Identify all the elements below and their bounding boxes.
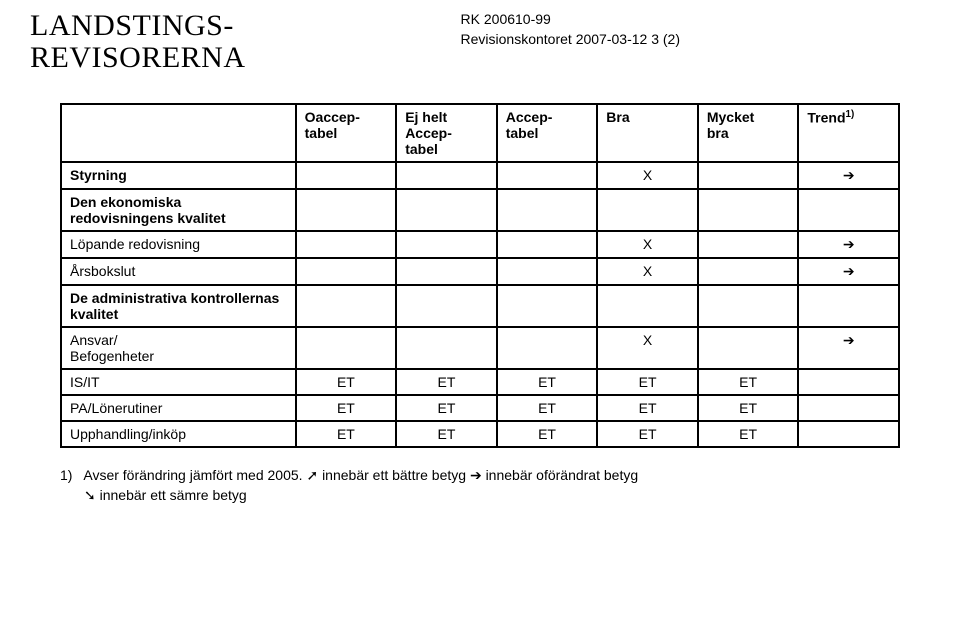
assessment-table: Oaccep- tabelEj helt Accep- tabelAccep- … <box>60 103 900 448</box>
row-label: PA/Lönerutiner <box>61 395 296 421</box>
cell <box>396 258 497 285</box>
cell <box>296 162 397 189</box>
col-header-1: Oaccep- tabel <box>296 104 397 162</box>
row-label: Löpande redovisning <box>61 231 296 258</box>
cell <box>396 327 497 369</box>
table-row: Löpande redovisning X ➔ <box>61 231 899 258</box>
cell <box>698 258 799 285</box>
cell <box>497 327 598 369</box>
cell <box>497 231 598 258</box>
cell <box>497 258 598 285</box>
col-header-4: Bra <box>597 104 698 162</box>
doc-ref: RK 200610-99 <box>461 10 680 30</box>
cell: ET <box>296 369 397 395</box>
col-header-2: Ej helt Accep- tabel <box>396 104 497 162</box>
row-label: Den ekonomiska redovisningens kvalitet <box>61 189 296 231</box>
cell <box>296 258 397 285</box>
col-header-0 <box>61 104 296 162</box>
cell <box>497 189 598 231</box>
cell <box>597 189 698 231</box>
arrow-down-icon: ➘ <box>84 487 96 503</box>
cell: ET <box>396 369 497 395</box>
cell: X <box>597 231 698 258</box>
cell <box>698 189 799 231</box>
cell <box>396 189 497 231</box>
cell <box>497 162 598 189</box>
cell <box>296 327 397 369</box>
header-row: Oaccep- tabelEj helt Accep- tabelAccep- … <box>61 104 899 162</box>
footnote-text-d: innebär ett sämre betyg <box>100 487 247 503</box>
footnote-text-b: innebär ett bättre betyg <box>322 467 470 483</box>
cell <box>798 395 899 421</box>
cell: ET <box>497 369 598 395</box>
cell <box>698 162 799 189</box>
footnote-text-a: Avser förändring jämfört med 2005. <box>83 467 306 483</box>
col-header-6: Trend1) <box>798 104 899 162</box>
cell <box>396 285 497 327</box>
table-body: Styrning X ➔ Den ekonomiska redovisningens … <box>61 162 899 447</box>
cell <box>798 421 899 447</box>
header: LANDSTINGS- REVISORERNA RK 200610-99 Rev… <box>0 0 960 73</box>
table-row: Den ekonomiska redovisningens kvalitet <box>61 189 899 231</box>
cell <box>296 189 397 231</box>
table-row: Upphandling/inköpETETETETET <box>61 421 899 447</box>
arrow-up-icon: ➚ <box>306 467 318 483</box>
row-label: IS/IT <box>61 369 296 395</box>
cell: ET <box>497 395 598 421</box>
cell: ➔ <box>798 258 899 285</box>
table-row: IS/ITETETETETET <box>61 369 899 395</box>
cell: ET <box>698 369 799 395</box>
cell: ➔ <box>798 327 899 369</box>
cell <box>698 327 799 369</box>
cell <box>798 369 899 395</box>
footnote-num: 1) <box>60 467 72 483</box>
cell: ET <box>698 421 799 447</box>
row-label: Årsbokslut <box>61 258 296 285</box>
cell <box>798 189 899 231</box>
cell <box>597 285 698 327</box>
doc-meta: RK 200610-99 Revisionskontoret 2007-03-1… <box>461 10 680 49</box>
cell: ET <box>597 421 698 447</box>
row-label: Styrning <box>61 162 296 189</box>
row-label: Upphandling/inköp <box>61 421 296 447</box>
table-row: De administrativa kontrollernas kvalitet <box>61 285 899 327</box>
cell: ET <box>296 395 397 421</box>
cell: ET <box>396 395 497 421</box>
org-line1: LANDSTINGS- <box>30 9 234 42</box>
cell: ET <box>296 421 397 447</box>
col-header-3: Accep- tabel <box>497 104 598 162</box>
cell: X <box>597 258 698 285</box>
cell <box>698 231 799 258</box>
arrow-right-icon: ➔ <box>470 467 482 483</box>
doc-date: Revisionskontoret 2007-03-12 3 (2) <box>461 30 680 50</box>
cell <box>396 231 497 258</box>
content: Oaccep- tabelEj helt Accep- tabelAccep- … <box>0 73 960 505</box>
org-line2: REVISORERNA <box>30 41 246 74</box>
cell: ➔ <box>798 231 899 258</box>
row-label: Ansvar/ Befogenheter <box>61 327 296 369</box>
cell <box>497 285 598 327</box>
table-row: Styrning X ➔ <box>61 162 899 189</box>
cell <box>296 231 397 258</box>
footnote: 1) Avser förändring jämfört med 2005. ➚ … <box>60 466 900 505</box>
cell: X <box>597 327 698 369</box>
cell <box>396 162 497 189</box>
cell: ET <box>396 421 497 447</box>
cell: ET <box>497 421 598 447</box>
table-row: PA/LönerutinerETETETETET <box>61 395 899 421</box>
row-label: De administrativa kontrollernas kvalitet <box>61 285 296 327</box>
cell: ET <box>698 395 799 421</box>
cell: ET <box>597 369 698 395</box>
footnote-text-c: innebär oförändrat betyg <box>486 467 639 483</box>
cell: ➔ <box>798 162 899 189</box>
cell <box>798 285 899 327</box>
cell: X <box>597 162 698 189</box>
table-row: Ansvar/ Befogenheter X ➔ <box>61 327 899 369</box>
cell: ET <box>597 395 698 421</box>
table-head: Oaccep- tabelEj helt Accep- tabelAccep- … <box>61 104 899 162</box>
table-row: Årsbokslut X ➔ <box>61 258 899 285</box>
cell <box>296 285 397 327</box>
cell <box>698 285 799 327</box>
col-header-5: Mycket bra <box>698 104 799 162</box>
